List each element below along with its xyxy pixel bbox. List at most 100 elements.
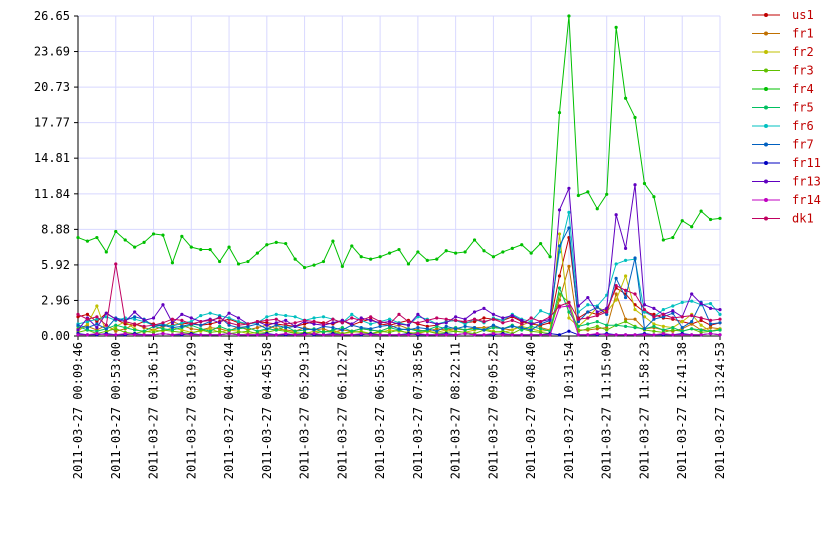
data-point — [114, 262, 118, 266]
y-tick-label: 8.88 — [41, 222, 70, 236]
data-point — [406, 328, 411, 332]
x-tick-label: 2011-03-27 00:09:46 — [71, 342, 85, 479]
data-point — [633, 307, 637, 312]
data-point — [614, 292, 618, 296]
data-point — [708, 301, 713, 306]
data-point — [236, 323, 241, 327]
data-point — [104, 329, 108, 333]
data-point — [208, 329, 212, 333]
data-point — [265, 333, 269, 337]
data-point — [529, 328, 533, 332]
data-point — [199, 323, 203, 327]
data-point — [586, 333, 590, 337]
data-point — [671, 316, 675, 320]
data-point — [331, 328, 335, 332]
data-point — [605, 310, 609, 314]
data-point — [359, 255, 363, 259]
data-point — [425, 324, 429, 328]
data-point — [623, 274, 628, 278]
data-point — [661, 307, 665, 312]
data-point — [369, 257, 373, 261]
data-point — [151, 330, 156, 334]
data-point — [227, 323, 231, 327]
data-point — [595, 207, 599, 211]
data-point — [208, 333, 212, 337]
data-point — [397, 327, 401, 331]
data-point — [95, 331, 99, 336]
data-point — [605, 192, 609, 196]
data-point — [227, 328, 231, 332]
data-point — [85, 312, 90, 316]
data-point — [218, 333, 222, 337]
data-point — [557, 232, 562, 236]
data-point — [595, 324, 599, 328]
data-point — [623, 288, 628, 292]
data-point — [482, 249, 486, 253]
data-point — [76, 315, 80, 319]
data-point — [208, 327, 212, 331]
y-tick-label: 17.77 — [34, 116, 70, 130]
data-point — [133, 317, 137, 321]
data-point — [133, 245, 137, 249]
data-point — [605, 325, 609, 330]
data-point — [227, 331, 231, 336]
data-point — [397, 333, 401, 337]
legend-label: fr14 — [792, 193, 821, 207]
data-point — [189, 245, 193, 249]
data-point — [95, 317, 99, 321]
data-point — [472, 238, 477, 242]
data-point — [170, 333, 175, 337]
data-point — [284, 313, 288, 318]
legend-marker — [764, 50, 768, 54]
legend-marker — [764, 179, 768, 184]
data-point — [151, 333, 156, 337]
data-point — [690, 322, 694, 326]
legend-label: fr3 — [792, 64, 814, 78]
data-point — [95, 329, 99, 333]
data-point — [680, 329, 684, 333]
data-point — [548, 333, 552, 337]
data-point — [652, 322, 656, 326]
data-point — [491, 317, 496, 321]
data-point — [586, 190, 590, 194]
data-point — [671, 328, 675, 332]
data-point — [151, 328, 156, 332]
data-point — [104, 311, 108, 315]
data-point — [699, 301, 703, 306]
data-point — [387, 325, 392, 330]
data-point — [218, 327, 222, 331]
data-point — [501, 327, 505, 331]
data-point — [321, 322, 326, 326]
data-point — [539, 322, 543, 326]
data-point — [180, 312, 184, 316]
data-point — [520, 325, 524, 330]
data-point — [189, 333, 193, 337]
legend-marker — [764, 13, 768, 17]
data-point — [284, 322, 288, 326]
data-point — [114, 323, 118, 327]
data-point — [529, 324, 533, 328]
data-point — [633, 292, 637, 296]
data-point — [85, 325, 90, 330]
data-point — [189, 327, 193, 331]
legend-marker — [764, 31, 768, 36]
data-point — [274, 312, 278, 316]
data-point — [416, 250, 420, 254]
data-point — [652, 306, 656, 310]
data-point — [501, 318, 505, 322]
data-point — [520, 333, 524, 337]
data-point — [435, 329, 439, 333]
data-point — [302, 333, 307, 337]
data-point — [161, 327, 165, 331]
data-point — [435, 324, 439, 328]
series — [76, 304, 722, 337]
data-point — [312, 263, 316, 267]
data-point — [529, 251, 533, 255]
data-point — [331, 333, 335, 337]
data-point — [472, 319, 477, 324]
data-point — [123, 331, 127, 336]
data-point — [690, 333, 694, 337]
data-point — [170, 321, 175, 325]
data-point — [331, 239, 335, 243]
data-point — [180, 331, 184, 336]
